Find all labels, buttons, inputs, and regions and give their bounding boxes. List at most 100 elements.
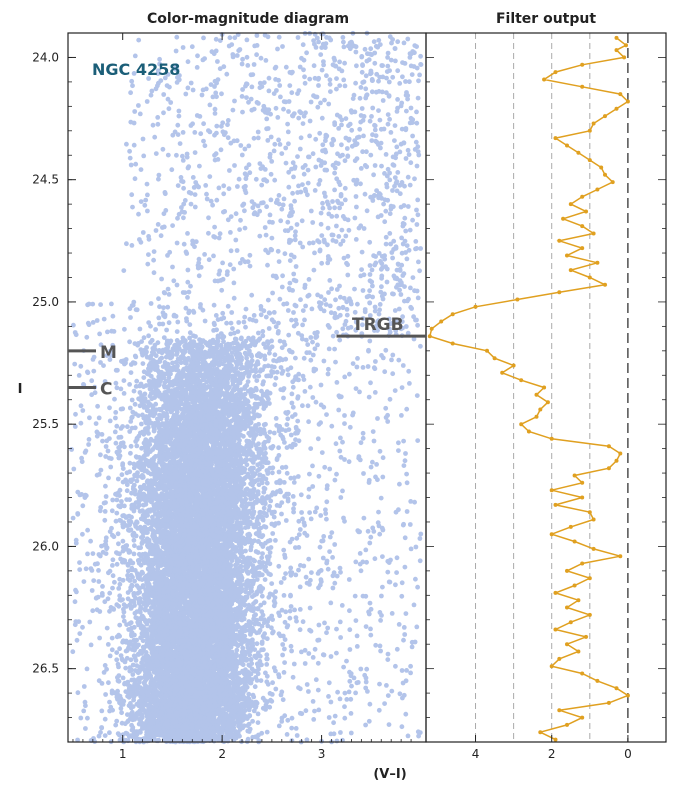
cmd-point <box>112 579 117 585</box>
cmd-point <box>347 647 353 652</box>
cmd-point <box>383 208 389 214</box>
cmd-point <box>312 188 318 193</box>
cmd-point <box>117 576 123 582</box>
cmd-point <box>315 436 321 442</box>
cmd-point <box>156 176 161 182</box>
cmd-point <box>280 202 286 208</box>
cmd-point <box>303 708 309 714</box>
cmd-point <box>286 491 291 497</box>
cmd-point <box>401 438 406 444</box>
cmd-point <box>261 505 267 511</box>
cmd-point <box>295 35 301 40</box>
cmd-point <box>287 280 293 286</box>
cmd-point <box>303 574 309 580</box>
cmd-point <box>269 625 274 631</box>
cmd-point <box>145 208 150 214</box>
cmd-point <box>127 450 133 456</box>
cmd-point <box>299 333 305 338</box>
cmd-point <box>307 384 313 390</box>
cmd-point <box>286 427 292 432</box>
cmd-point <box>318 221 324 227</box>
cmd-point <box>403 79 408 84</box>
cmd-point <box>124 488 130 494</box>
cmd-point <box>171 278 177 284</box>
cmd-point <box>324 499 330 505</box>
cmd-point <box>330 199 335 204</box>
cmd-point <box>296 115 302 121</box>
cmd-point <box>165 253 170 258</box>
cmd-point <box>400 74 405 80</box>
cmd-point <box>339 603 345 608</box>
cmd-point <box>406 247 412 253</box>
cmd-point <box>83 566 89 572</box>
cmd-point <box>92 561 98 567</box>
cmd-point <box>281 339 287 345</box>
cmd-point <box>174 282 180 288</box>
cmd-point <box>268 197 274 203</box>
cmd-point <box>221 209 226 215</box>
cmd-point <box>404 108 409 114</box>
cmd-point <box>226 186 232 192</box>
cmd-point <box>290 160 296 166</box>
cmd-point <box>110 313 116 319</box>
cmd-point <box>385 419 391 424</box>
cmd-point <box>319 260 325 266</box>
cmd-point <box>254 52 259 58</box>
cmd-point <box>408 663 413 669</box>
cmd-point <box>257 368 263 374</box>
cmd-point <box>306 494 311 500</box>
cmd-point <box>80 408 86 413</box>
cmd-point <box>180 130 186 135</box>
cmd-point <box>310 339 315 345</box>
cmd-point <box>235 329 241 334</box>
cmd-point <box>334 329 339 335</box>
cmd-point <box>196 273 202 279</box>
cmd-point <box>107 357 113 362</box>
cmd-point <box>281 106 286 112</box>
cmd-point <box>360 288 366 293</box>
cmd-point <box>353 618 359 623</box>
cmd-point <box>71 466 77 472</box>
cmd-point <box>410 217 415 223</box>
cmd-point <box>310 220 316 225</box>
cmd-point <box>302 317 307 323</box>
cmd-point <box>132 401 138 407</box>
cmd-point <box>227 35 233 41</box>
cmd-point <box>286 169 292 175</box>
cmd-point <box>308 335 314 340</box>
cmd-point <box>267 350 272 356</box>
cmd-point <box>328 699 334 705</box>
cmd-point <box>94 429 100 435</box>
cmd-point <box>121 391 127 396</box>
cmd-point <box>299 218 305 224</box>
cmd-point <box>342 83 348 89</box>
cmd-point <box>315 342 320 348</box>
cmd-point <box>382 369 388 375</box>
cmd-point <box>140 361 146 366</box>
cmd-point <box>296 685 301 691</box>
cmd-point <box>266 310 272 316</box>
cmd-point <box>166 106 172 112</box>
cmd-point <box>293 264 299 269</box>
cmd-point <box>215 59 220 64</box>
cmd-point <box>117 593 123 599</box>
cmd-point <box>322 620 327 626</box>
cmd-point <box>83 726 88 731</box>
cmd-point <box>316 181 322 187</box>
cmd-point <box>173 48 179 54</box>
cmd-point <box>279 719 285 724</box>
cmd-point <box>140 230 146 235</box>
cmd-point <box>113 722 119 728</box>
cmd-point <box>338 435 343 441</box>
cmd-point <box>211 328 217 333</box>
cmd-point <box>276 259 282 264</box>
cmd-point <box>377 643 383 649</box>
cmd-point <box>203 183 209 188</box>
cmd-point <box>412 176 417 182</box>
cmd-point <box>249 292 255 298</box>
cmd-point <box>219 123 224 129</box>
cmd-point <box>265 262 270 268</box>
cmd-point <box>334 650 339 656</box>
cmd-point <box>259 593 265 599</box>
cmd-point <box>389 611 395 616</box>
